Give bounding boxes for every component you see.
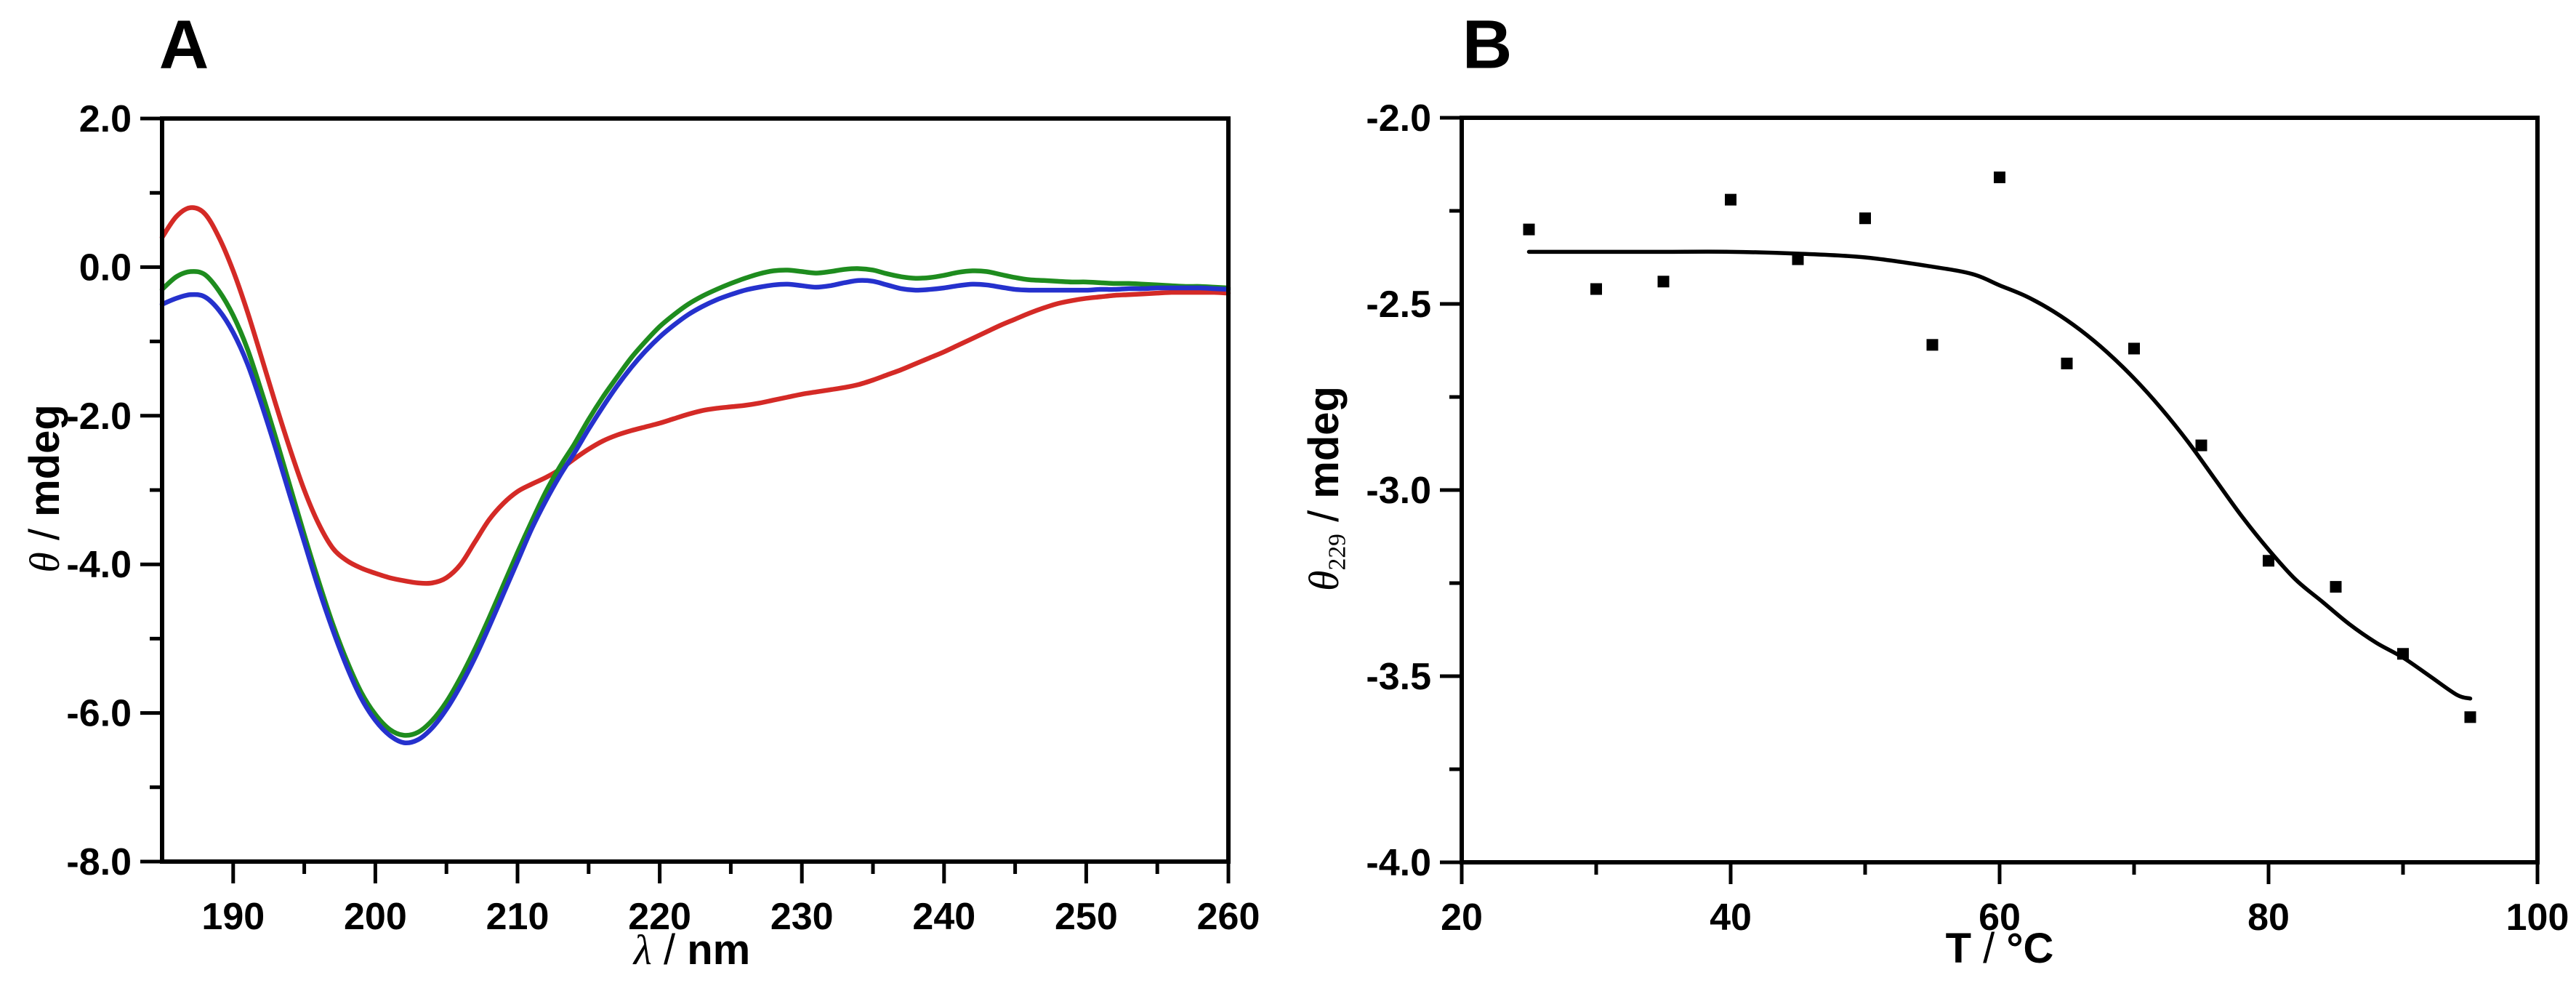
x-tick-label: 190 bbox=[201, 896, 265, 938]
x-tick-label: 80 bbox=[2247, 896, 2290, 939]
panel-b-xaxis-label: T / °C bbox=[1945, 925, 2054, 972]
y-tick-label: -3.0 bbox=[1366, 470, 1431, 512]
red-spectrum bbox=[159, 205, 1231, 586]
data-point-square bbox=[1792, 253, 1804, 265]
y-tick-label: -6.0 bbox=[66, 693, 132, 735]
theta-229-symbol: θ bbox=[1300, 570, 1348, 591]
y-tick-label: -3.5 bbox=[1366, 656, 1431, 698]
data-point-square bbox=[2128, 342, 2140, 355]
y-tick-label: 2.0 bbox=[79, 98, 132, 140]
panel-a: 190 200 210 220 230 240 250 260 2.0 0.0 -2.0 -4.0 -6… bbox=[66, 98, 1260, 938]
data-point-square bbox=[1590, 283, 1602, 295]
y-tick-label: -4.0 bbox=[1366, 842, 1431, 884]
data-point-square bbox=[2061, 357, 2073, 369]
x-tick-label: 250 bbox=[1055, 896, 1118, 938]
panel-a-yaxis-label: θ / mdeg bbox=[21, 404, 68, 573]
melting-fit-curve bbox=[1526, 249, 2473, 701]
data-point-square bbox=[2263, 555, 2274, 567]
x-tick-label: 210 bbox=[486, 896, 550, 938]
data-point-square bbox=[1523, 223, 1535, 236]
data-point-square bbox=[2464, 711, 2476, 723]
temperature-symbol: T bbox=[1945, 925, 1971, 972]
x-tick-label: 220 bbox=[628, 896, 691, 938]
green-spectrum bbox=[159, 266, 1231, 738]
panel-b-yaxis-label: θ229 / mdeg bbox=[1300, 386, 1351, 591]
x-tick-label: 240 bbox=[912, 896, 975, 938]
x-tick-label: 60 bbox=[1979, 896, 2021, 939]
panel-a-letter: A bbox=[158, 6, 209, 84]
data-point-square bbox=[1657, 276, 1670, 288]
blue-spectrum bbox=[159, 278, 1231, 746]
data-point-square bbox=[2195, 439, 2207, 452]
panel-b: 20 40 60 80 100 -2.0 -2.5 -3.0 -3.5 -4.0 bbox=[1366, 97, 2569, 939]
x-tick-label: 20 bbox=[1441, 896, 1483, 939]
panel-b-letter: B bbox=[1462, 6, 1513, 84]
y-tick-label: -2.0 bbox=[1366, 97, 1431, 140]
data-point-square bbox=[2330, 581, 2342, 593]
theta-symbol: θ bbox=[21, 552, 68, 573]
y-tick-label: 0.0 bbox=[79, 246, 132, 289]
x-tick-label: 230 bbox=[770, 896, 834, 938]
panel-a-frame bbox=[160, 116, 1231, 864]
data-point-square bbox=[2397, 648, 2409, 660]
y-tick-label: -2.5 bbox=[1366, 284, 1431, 326]
y-tick-label: -8.0 bbox=[66, 841, 132, 883]
x-tick-label: 40 bbox=[1710, 896, 1752, 939]
x-tick-label: 100 bbox=[2506, 896, 2569, 939]
data-point-square bbox=[1725, 193, 1736, 206]
y-tick-label: -4.0 bbox=[66, 544, 132, 586]
data-point-square bbox=[1994, 171, 2005, 183]
panel-a-xaxis-label: λ / nm bbox=[633, 926, 751, 974]
data-point-square bbox=[1859, 212, 1871, 225]
x-tick-label: 200 bbox=[344, 896, 407, 938]
x-tick-label: 260 bbox=[1197, 896, 1260, 938]
panel-b-frame bbox=[1460, 116, 2540, 864]
y-tick-label: -2.0 bbox=[66, 396, 132, 438]
data-point-square bbox=[1926, 339, 1939, 351]
lambda-symbol: λ bbox=[633, 926, 652, 974]
